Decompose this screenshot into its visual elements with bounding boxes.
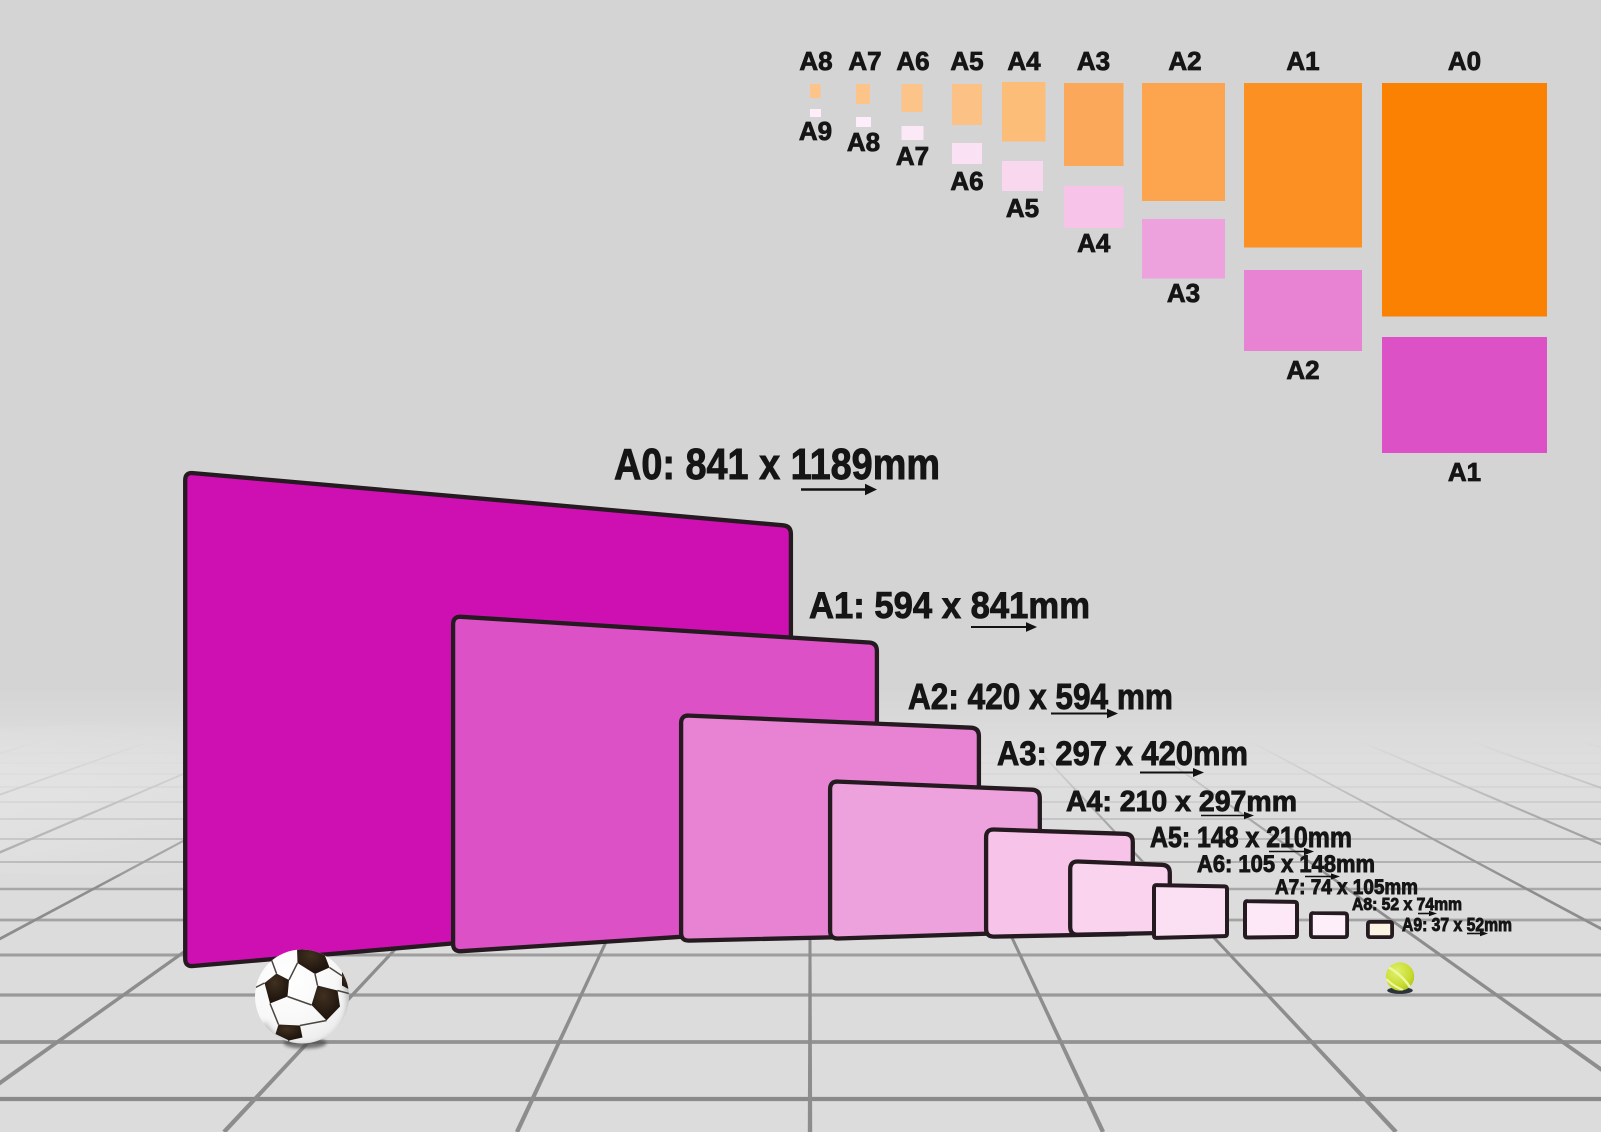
svg-text:A8: A8 — [847, 127, 880, 157]
svg-text:A4: 210 x 297mm: A4: 210 x 297mm — [1066, 786, 1297, 818]
svg-text:A1: A1 — [1448, 457, 1481, 487]
svg-text:A9: 37 x 52mm: A9: 37 x 52mm — [1402, 915, 1512, 935]
svg-text:A2: 420 x 594 mm: A2: 420 x 594 mm — [908, 676, 1173, 717]
svg-text:A3: A3 — [1077, 46, 1110, 76]
svg-text:A1: A1 — [1286, 46, 1319, 76]
svg-text:A5: 148 x 210mm: A5: 148 x 210mm — [1150, 822, 1352, 854]
svg-text:A4: A4 — [1077, 228, 1111, 258]
svg-text:A2: A2 — [1286, 355, 1319, 385]
svg-text:A1: 594 x 841mm: A1: 594 x 841mm — [809, 584, 1090, 626]
svg-text:A8: A8 — [799, 46, 832, 76]
svg-text:A0: 841 x 1189mm: A0: 841 x 1189mm — [614, 441, 940, 489]
svg-text:A0: A0 — [1448, 46, 1481, 76]
svg-text:A6: 105 x 148mm: A6: 105 x 148mm — [1197, 851, 1375, 878]
svg-text:A7: A7 — [848, 46, 881, 76]
svg-text:A7: 74 x 105mm: A7: 74 x 105mm — [1275, 876, 1418, 899]
svg-text:A4: A4 — [1007, 46, 1041, 76]
svg-text:A7: A7 — [896, 141, 929, 171]
svg-text:A2: A2 — [1168, 46, 1201, 76]
svg-text:A9: A9 — [799, 116, 832, 146]
svg-text:A8: 52 x 74mm: A8: 52 x 74mm — [1352, 894, 1462, 914]
svg-text:A5: A5 — [950, 46, 983, 76]
svg-text:A6: A6 — [896, 46, 929, 76]
svg-text:A6: A6 — [950, 166, 983, 196]
svg-text:A3: A3 — [1167, 278, 1200, 308]
svg-text:A3: 297 x 420mm: A3: 297 x 420mm — [997, 735, 1248, 773]
svg-text:A5: A5 — [1006, 193, 1039, 223]
